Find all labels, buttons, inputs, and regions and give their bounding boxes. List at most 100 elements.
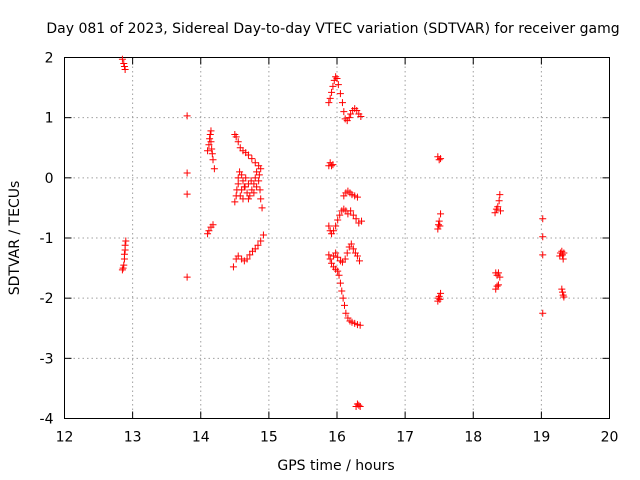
data-point <box>120 261 128 269</box>
x-tick-label: 13 <box>124 430 142 446</box>
data-point <box>436 295 444 303</box>
data-point <box>328 88 336 96</box>
data-point <box>559 291 567 299</box>
data-point <box>334 267 342 275</box>
data-point <box>349 211 357 219</box>
data-point <box>247 177 255 185</box>
data-point <box>345 114 353 122</box>
y-tick-label: -1 <box>40 231 54 247</box>
data-point <box>234 174 242 182</box>
data-point <box>120 250 128 258</box>
data-point <box>326 255 334 263</box>
data-point <box>120 60 128 68</box>
grid-lines <box>64 57 610 419</box>
y-tick-label: 1 <box>45 111 54 127</box>
data-point <box>208 150 216 158</box>
data-point <box>183 112 191 120</box>
data-point <box>341 255 349 263</box>
data-point <box>206 135 214 143</box>
data-point <box>208 145 216 153</box>
data-point <box>355 401 363 409</box>
data-point <box>340 301 348 309</box>
data-point <box>357 112 365 120</box>
data-point <box>238 171 246 179</box>
data-point <box>183 190 191 198</box>
data-point <box>206 131 214 139</box>
data-point <box>240 183 248 191</box>
data-point <box>209 156 217 164</box>
data-point <box>248 155 256 163</box>
data-point <box>183 273 191 281</box>
data-point <box>329 82 337 90</box>
plot-frame <box>64 57 610 419</box>
data-point <box>204 147 212 155</box>
x-tick-label: 14 <box>192 430 210 446</box>
data-point <box>183 169 191 177</box>
x-tick-label: 20 <box>601 430 619 446</box>
data-point <box>333 75 341 83</box>
data-point <box>209 221 217 229</box>
data-point <box>334 81 342 89</box>
data-point <box>325 222 333 230</box>
data-point <box>539 251 547 259</box>
data-point <box>251 245 259 253</box>
data-point <box>343 249 351 257</box>
data-point <box>204 230 212 238</box>
data-point <box>325 251 333 259</box>
data-point <box>335 271 343 279</box>
data-point <box>243 255 251 263</box>
data-point <box>491 209 499 217</box>
data-point <box>231 198 239 206</box>
data-point <box>338 287 346 295</box>
data-point <box>355 257 363 265</box>
data-point <box>336 90 344 98</box>
data-point <box>334 216 342 224</box>
data-point <box>340 108 348 116</box>
data-point <box>435 292 443 300</box>
data-point <box>435 221 443 229</box>
data-point <box>347 110 355 118</box>
data-point <box>436 222 444 230</box>
data-point <box>255 171 263 179</box>
data-point <box>558 288 566 296</box>
x-tick-label: 15 <box>260 430 278 446</box>
data-point <box>347 207 355 215</box>
data-point <box>246 192 254 200</box>
data-point <box>494 269 502 277</box>
data-point <box>493 282 501 290</box>
data-point <box>330 227 338 235</box>
y-tick-label: 0 <box>45 171 54 187</box>
data-point <box>242 174 250 182</box>
data-point <box>229 263 237 271</box>
x-axis-label: GPS time / hours <box>277 458 394 474</box>
data-point <box>120 63 128 71</box>
data-point <box>494 203 502 211</box>
data-point <box>251 159 259 167</box>
data-point <box>234 180 242 188</box>
data-point <box>437 210 445 218</box>
data-point <box>336 279 344 287</box>
y-tick-label: -3 <box>40 351 54 367</box>
data-point <box>496 273 504 281</box>
data-point <box>326 94 334 102</box>
x-tick-label: 18 <box>464 430 482 446</box>
data-point <box>539 233 547 241</box>
data-point <box>244 151 252 159</box>
data-point <box>356 321 364 329</box>
data-point <box>347 240 355 248</box>
data-point <box>246 251 254 259</box>
data-point <box>352 215 360 223</box>
data-point <box>325 99 333 107</box>
data-point <box>232 133 240 141</box>
data-point <box>328 162 336 170</box>
data-point <box>435 294 443 302</box>
data-point <box>234 252 242 260</box>
data-point <box>496 191 504 199</box>
data-points <box>118 55 568 410</box>
data-point <box>339 294 347 302</box>
data-point <box>257 237 265 245</box>
data-point <box>205 227 213 235</box>
data-point <box>334 253 342 261</box>
chart-title: Day 081 of 2023, Sidereal Day-to-day VTE… <box>46 21 619 37</box>
